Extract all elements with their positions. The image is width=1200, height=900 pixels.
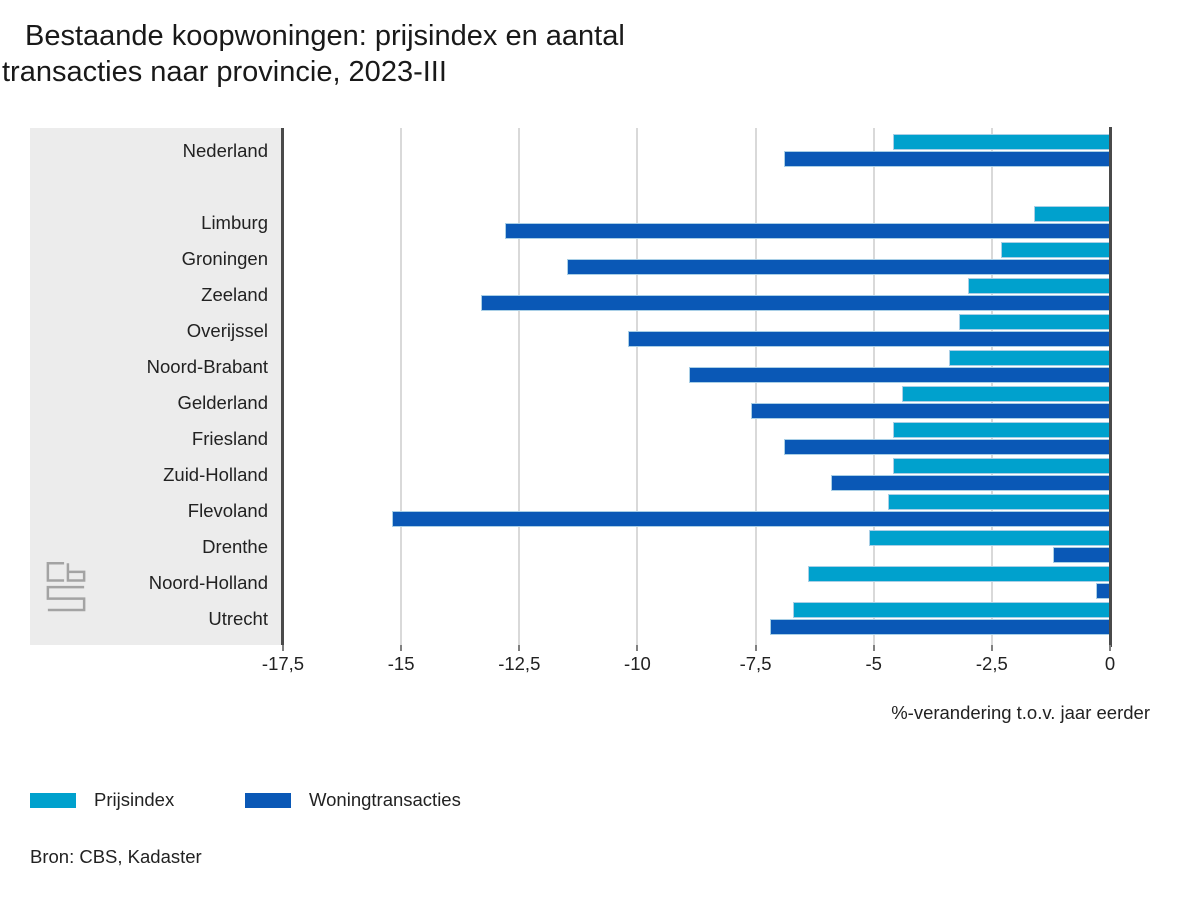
- x-tick-label--10: -10: [624, 653, 651, 674]
- bar-prijsindex-limburg: [1034, 206, 1110, 222]
- category-label-gelderland: Gelderland: [177, 392, 268, 413]
- category-label-limburg: Limburg: [201, 212, 268, 233]
- legend-swatch-woningtransacties: [245, 792, 291, 808]
- bar-woningtransacties-drenthe: [1053, 547, 1110, 563]
- bar-woningtransacties-zuid-holland: [831, 475, 1110, 491]
- bar-woningtransacties-friesland: [783, 439, 1110, 455]
- category-label-zuid-holland: Zuid-Holland: [163, 464, 268, 485]
- cbs-logo-b: [66, 563, 86, 582]
- category-label-friesland: Friesland: [191, 428, 268, 449]
- x-tickmark--17.5: [282, 645, 284, 651]
- bar-woningtransacties-gelderland: [750, 403, 1110, 419]
- bar-prijsindex-noord-brabant: [949, 350, 1110, 366]
- bar-woningtransacties-groningen: [566, 259, 1110, 275]
- bar-woningtransacties-zeeland: [481, 295, 1110, 311]
- source-note: Bron: CBS, Kadaster: [30, 846, 202, 867]
- category-label-noord-holland: Noord-Holland: [148, 572, 268, 593]
- category-label-panel: [30, 128, 281, 645]
- bar-prijsindex-groningen: [1001, 242, 1110, 258]
- bar-prijsindex-utrecht: [793, 602, 1110, 618]
- category-label-nederland: Nederland: [182, 140, 268, 161]
- x-axis-title: %-verandering t.o.v. jaar eerder: [891, 702, 1150, 723]
- x-tick-label--2.5: -2,5: [975, 653, 1008, 674]
- x-tickmark--10: [636, 645, 639, 651]
- category-label-drenthe: Drenthe: [202, 536, 268, 557]
- bar-woningtransacties-limburg: [505, 223, 1110, 239]
- x-tick-label--12.5: -12,5: [498, 653, 541, 674]
- x-tickmark--2.5: [990, 645, 993, 651]
- bar-prijsindex-drenthe: [868, 530, 1110, 546]
- bar-prijsindex-friesland: [892, 422, 1110, 438]
- bar-prijsindex-overijssel: [958, 314, 1110, 330]
- bar-woningtransacties-nederland: [783, 151, 1110, 167]
- y-axis-line: [281, 128, 284, 645]
- bar-prijsindex-zuid-holland: [892, 458, 1110, 474]
- x-tick-label--5: -5: [865, 653, 882, 674]
- x-tickmark--15: [400, 645, 403, 651]
- x-tick-label--17.5: -17,5: [261, 653, 305, 674]
- bar-woningtransacties-utrecht: [769, 619, 1110, 635]
- bar-prijsindex-zeeland: [968, 278, 1110, 294]
- chart-title-line2: transacties naar provincie, 2023-III: [2, 56, 447, 88]
- cbs-logo: [46, 562, 86, 612]
- gridline--7.5: [754, 128, 757, 645]
- bar-prijsindex-noord-holland: [807, 566, 1110, 582]
- x-tick-label-0: 0: [1104, 653, 1116, 674]
- legend-swatch-prijsindex: [30, 792, 76, 808]
- bar-woningtransacties-overijssel: [627, 331, 1110, 347]
- category-label-groningen: Groningen: [181, 248, 268, 269]
- category-label-zeeland: Zeeland: [201, 284, 268, 305]
- x-tick-label--7.5: -7,5: [739, 653, 772, 674]
- zero-line: [1108, 127, 1112, 647]
- bar-woningtransacties-flevoland: [391, 511, 1110, 527]
- x-tickmark--12.5: [518, 645, 521, 651]
- x-tickmark-0: [1109, 645, 1111, 651]
- category-label-flevoland: Flevoland: [187, 500, 268, 521]
- gridline--15: [400, 128, 403, 645]
- bar-prijsindex-flevoland: [887, 494, 1110, 510]
- x-tickmark--7.5: [754, 645, 757, 651]
- legend-item-prijsindex: Prijsindex: [30, 789, 174, 811]
- x-tickmark--5: [872, 645, 875, 651]
- legend: Prijsindex Woningtransacties: [0, 789, 1200, 813]
- x-tick-label--15: -15: [387, 653, 415, 674]
- chart-title-line1: Bestaande koopwoningen: prijsindex en aa…: [25, 20, 625, 52]
- category-label-utrecht: Utrecht: [208, 608, 268, 629]
- gridline--12.5: [518, 128, 521, 645]
- bar-prijsindex-nederland: [892, 134, 1110, 150]
- gridline--5: [872, 128, 875, 645]
- legend-label-woningtransacties: Woningtransacties: [309, 789, 461, 810]
- cbs-logo-c: [46, 562, 65, 582]
- bar-prijsindex-gelderland: [902, 386, 1110, 402]
- category-label-overijssel: Overijssel: [186, 320, 268, 341]
- legend-label-prijsindex: Prijsindex: [94, 789, 175, 810]
- gridline--10: [636, 128, 639, 645]
- bar-woningtransacties-noord-brabant: [689, 367, 1110, 383]
- legend-item-woningtransacties: Woningtransacties: [245, 789, 461, 811]
- cbs-logo-s: [46, 585, 86, 612]
- category-label-noord-brabant: Noord-Brabant: [146, 356, 268, 377]
- chart-title: Bestaande koopwoningen: prijsindex en aa…: [0, 18, 780, 90]
